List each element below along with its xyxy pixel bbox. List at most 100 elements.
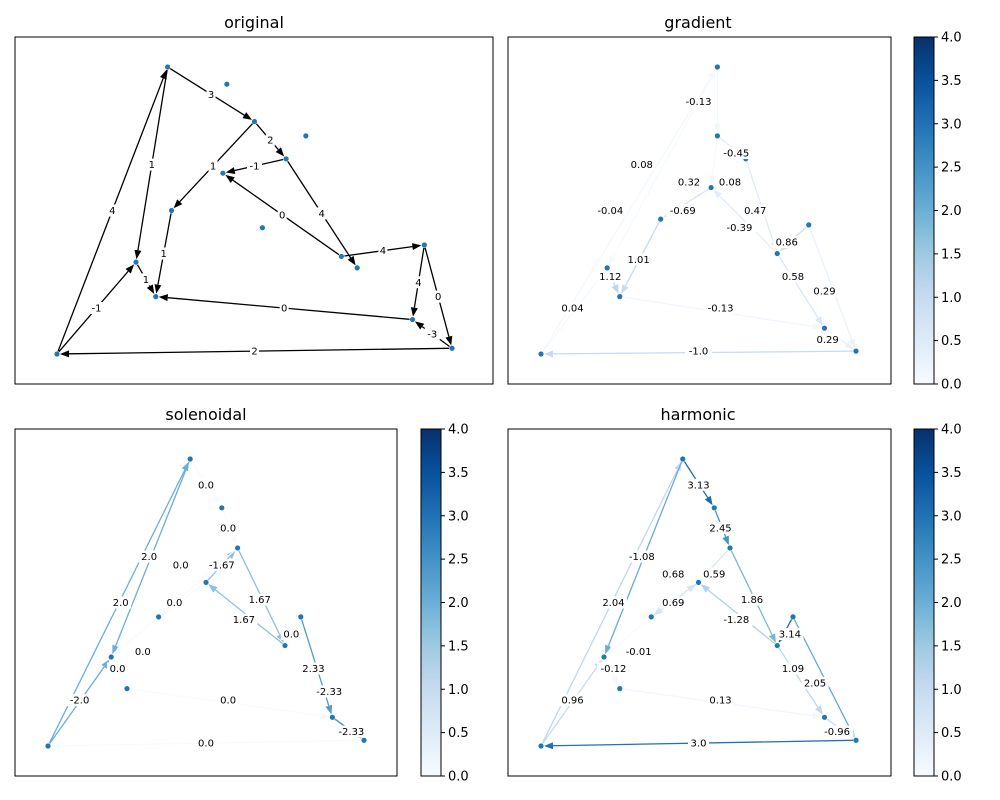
edge-label: -0.04 [597,206,623,217]
colorbar-tick-label: 2.0 [448,596,469,611]
edge-label-bg [147,158,157,171]
edge-label: 0 [281,304,287,315]
edge-label-bg [719,147,753,160]
edge-label: 0.32 [678,177,700,188]
edge-arrowhead [181,461,189,472]
edge-label: 2.45 [709,523,731,534]
panel-gradient: gradient -0.13 -0.45 0.08 0.32 0.08 -0.69 0.47… [507,13,962,393]
edge-arrowhead [160,69,167,80]
graph-node [203,579,209,586]
graph-node [714,133,721,139]
network-plot-solenoidal: 0.0 0.0 2.0 -1.67 1.67 1.67 0.0 0.0 2.0 0.0 0.0 0.0… [45,456,368,750]
colorbar-tick-label: 4.0 [941,31,962,46]
edge-arrowhead [722,535,729,546]
edge-label: 0.29 [817,335,839,346]
colorbar-tick-label: 3.5 [941,74,962,89]
edge-label: 0.13 [709,696,731,707]
graph-node [617,294,623,300]
edge-label: -0.13 [708,304,734,315]
edge-label: 0.47 [744,206,766,217]
edge-label-bg [334,725,368,738]
edge-label: 0.0 [110,664,126,675]
graph-node [604,265,610,271]
edge-arrowhead [225,167,236,174]
edge-label: 3.13 [687,480,709,491]
colorbar-tick-label: 2.0 [941,596,962,611]
edge-label: 1.86 [741,595,763,606]
edge-label-bg [593,204,627,217]
edge-label: 0.86 [776,238,798,249]
edge-label: 0.0 [220,696,236,707]
edge-label: 1 [149,160,155,171]
edge-label-bg [299,662,327,675]
colorbar-tick-label: 3.0 [941,509,962,524]
colorbar-tick-label: 2.5 [941,553,962,568]
colorbar-tick-label: 0.0 [941,770,962,785]
edge-label: 2.33 [302,664,324,675]
edge-label-bg [247,160,262,173]
edge-label-bg [205,559,239,572]
panel-title: gradient [664,13,731,32]
colorbar-scale [913,428,935,777]
edge-label: 3.14 [779,630,801,641]
colorbar-tick-label: 3.5 [941,466,962,481]
edge-arrowhead [713,123,721,133]
colorbar-tick-label: 3.0 [448,509,469,524]
graph-node [124,686,130,692]
edge-arrowhead [125,264,135,274]
graph-node [165,64,171,70]
colorbar-gradient: 0.0 0.5 1.0 1.5 2.0 2.5 3.0 3.5 4.0 [913,31,962,393]
edge-arrowhead [812,322,822,330]
edge-label-bg [107,662,129,675]
edge-arrowhead [608,255,616,266]
edge-label: 0.08 [631,160,653,171]
colorbar-solenoidal: 0.0 0.5 1.0 1.5 2.0 2.5 3.0 3.5 4.0 [420,423,469,785]
edge-label: 1.09 [782,664,804,675]
edge-label-bg [685,478,712,491]
colorbar-tick-label: 2.5 [941,161,962,176]
edge-label-bg [217,694,239,707]
graph-node [790,614,796,620]
edge-arrowhead [325,704,333,715]
colorbar-tick-label: 4.0 [941,423,962,438]
edge-line [778,255,819,319]
edge-arrowhead [543,350,554,358]
edge-label: -1 [250,162,260,173]
edge-label: 0.0 [135,647,151,658]
graph-node [714,64,721,70]
edge-label-bg [217,521,239,534]
graph-node [538,743,544,749]
edge-arrowhead [410,307,418,317]
colorbar-tick-label: 2.5 [448,553,469,568]
colorbar-scale [913,36,935,385]
edge-label: 0.96 [561,696,583,707]
edge-arrowhead [709,175,717,185]
edge-label: 0 [279,210,285,221]
colorbar-tick-label: 1.0 [448,683,469,698]
edge-line [542,277,601,353]
graph-node [658,216,664,222]
edge-label-bg [820,725,854,738]
panel-title: harmonic [661,405,736,424]
edge-line [730,550,773,636]
edge-label: 2.0 [113,598,129,609]
edge-label: 2 [251,347,257,358]
edge-label: -0.13 [686,97,712,108]
edge-label-bg [659,596,687,609]
graph-node [220,170,226,176]
edge-label-bg [433,290,443,303]
edge-label-bg [779,270,807,283]
edge-label: 0.69 [662,598,684,609]
colorbar-tick-label: 0.0 [941,378,962,393]
edge-label: 0.0 [198,739,214,750]
edge-label: 0.0 [166,598,182,609]
edge-arrowhead [653,606,664,616]
edge-label: -2.33 [316,687,342,698]
edge-label-bg [138,550,160,563]
edge-label-bg [206,88,216,101]
edge-arrowhead [173,199,183,209]
edge-label-bg [776,628,804,641]
graph-node [361,737,367,743]
edge-label-bg [722,221,756,234]
edge-arrowhead [611,676,619,686]
